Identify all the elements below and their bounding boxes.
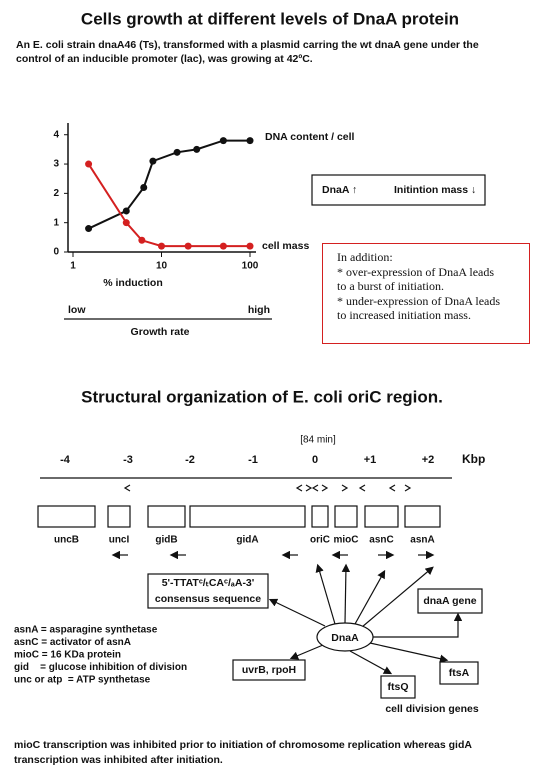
x-axis-label: % induction	[103, 277, 163, 289]
target: ftsA	[449, 667, 470, 679]
scale-label: 0	[312, 454, 318, 466]
data-point	[246, 242, 254, 250]
scale-unit: Kbp	[462, 452, 485, 466]
data-point	[219, 242, 227, 250]
growth-high: high	[248, 304, 270, 316]
gene-map: uncB uncI gidB gidA oriC mioC asnC asnA	[37, 505, 441, 546]
gene-box	[107, 505, 131, 528]
footnote: transcription was inhibited after initia…	[14, 754, 223, 766]
target: uvrB, rpoH	[242, 664, 296, 676]
growth-label: Growth rate	[131, 326, 190, 338]
series-label: DNA content / cell	[265, 131, 355, 143]
scale-label: +2	[422, 454, 435, 466]
intro-line: control of an inducible promoter (lac), …	[16, 53, 313, 65]
target-box	[232, 659, 306, 681]
note-line: * over-expression of DnaA leads	[337, 264, 495, 279]
data-point	[193, 145, 201, 153]
x-tick-label: 1	[70, 261, 76, 272]
legend-line: asnA = asparagine synthetase	[14, 625, 158, 636]
summary-right: Initintion mass ↓	[394, 184, 476, 196]
gene-label: mioC	[334, 535, 359, 546]
note-line: to increased initiation mass.	[337, 308, 471, 322]
y-tick-label: 4	[53, 129, 59, 140]
data-point	[149, 157, 157, 165]
gene-box	[404, 505, 441, 528]
scale: -4 -3 -2 -1 0 +1 +2 Kbp	[60, 452, 485, 466]
gene-box	[364, 505, 399, 528]
y-tick-label: 0	[53, 247, 59, 258]
gene-label: asnA	[410, 535, 434, 546]
consensus-label: consensus sequence	[155, 593, 261, 605]
gene-box	[189, 505, 306, 528]
data-point	[219, 137, 227, 145]
gene-label: uncI	[109, 535, 130, 546]
note-line: In addition:	[337, 250, 393, 264]
dnaa-boxes	[123, 484, 412, 492]
intro-line: An E. coli strain dnaA46 (Ts), transform…	[16, 39, 479, 51]
growth-low: low	[68, 304, 86, 316]
gene-label: oriC	[310, 535, 330, 546]
y-tick-label: 2	[53, 188, 59, 199]
footnote: mioC transcription was inhibited prior t…	[14, 739, 472, 751]
target: ftsQ	[388, 681, 409, 693]
data-point	[140, 184, 148, 191]
gene-label: gidA	[236, 535, 258, 546]
series-label: cell mass	[262, 240, 309, 252]
data-point	[122, 219, 130, 227]
scale-label: -2	[185, 454, 195, 466]
data-point	[184, 242, 192, 250]
data-point	[85, 160, 93, 168]
gene-box	[334, 505, 358, 528]
legend-line: mioC = 16 KDa protein	[14, 650, 121, 661]
note-line: * under-expression of DnaA leads	[337, 293, 501, 308]
target-box	[380, 675, 416, 699]
data-point	[246, 137, 254, 145]
legend-line: gid = glucose inhibition of division	[14, 662, 187, 673]
regulation-arrows	[268, 563, 463, 675]
data-point	[173, 148, 181, 156]
y-tick-label: 3	[53, 159, 59, 170]
y-tick-label: 1	[53, 217, 59, 228]
legend-line: asnC = activator of asnA	[14, 637, 131, 648]
series-line	[88, 139, 250, 230]
note-box: In addition: * over-expression of DnaA le…	[322, 243, 530, 344]
consensus-box	[147, 573, 269, 609]
scale-label: -3	[123, 454, 133, 466]
gene-box	[147, 505, 186, 528]
consensus-sequence: 5'-TTATᶜ/ₜCAᶜ/ₐA-3'	[162, 577, 255, 589]
target-group: cell division genes	[385, 703, 479, 715]
map-label: [84 min]	[300, 435, 336, 446]
data-point	[138, 236, 146, 244]
title: Cells growth at different levels of DnaA…	[81, 9, 459, 28]
scale-label: +1	[364, 454, 377, 466]
gene-label: uncB	[54, 535, 79, 546]
x-tick-label: 100	[242, 261, 259, 272]
gene-box	[37, 505, 96, 528]
target-box	[417, 588, 483, 614]
data-point	[85, 225, 93, 233]
data-point	[122, 207, 130, 215]
summary-left: DnaA ↑	[322, 184, 357, 196]
series-line	[87, 163, 250, 248]
gene-box	[311, 505, 329, 528]
summary-box	[311, 174, 486, 206]
scale-label: -1	[248, 454, 258, 466]
regulator: DnaA	[331, 632, 359, 644]
scale-label: -4	[60, 454, 71, 466]
x-tick-label: 10	[156, 261, 168, 272]
target-box	[439, 661, 479, 685]
section-title: Structural organization of E. coli oriC …	[81, 387, 443, 406]
regulator-node	[316, 622, 374, 652]
data-point	[158, 242, 165, 250]
gene-label: gidB	[155, 535, 177, 546]
target: dnaA gene	[423, 595, 476, 607]
gene-label: asnC	[369, 535, 393, 546]
note-line: to a burst of initiation.	[337, 279, 444, 293]
legend-line: unc or atp = ATP synthetase	[14, 675, 151, 686]
